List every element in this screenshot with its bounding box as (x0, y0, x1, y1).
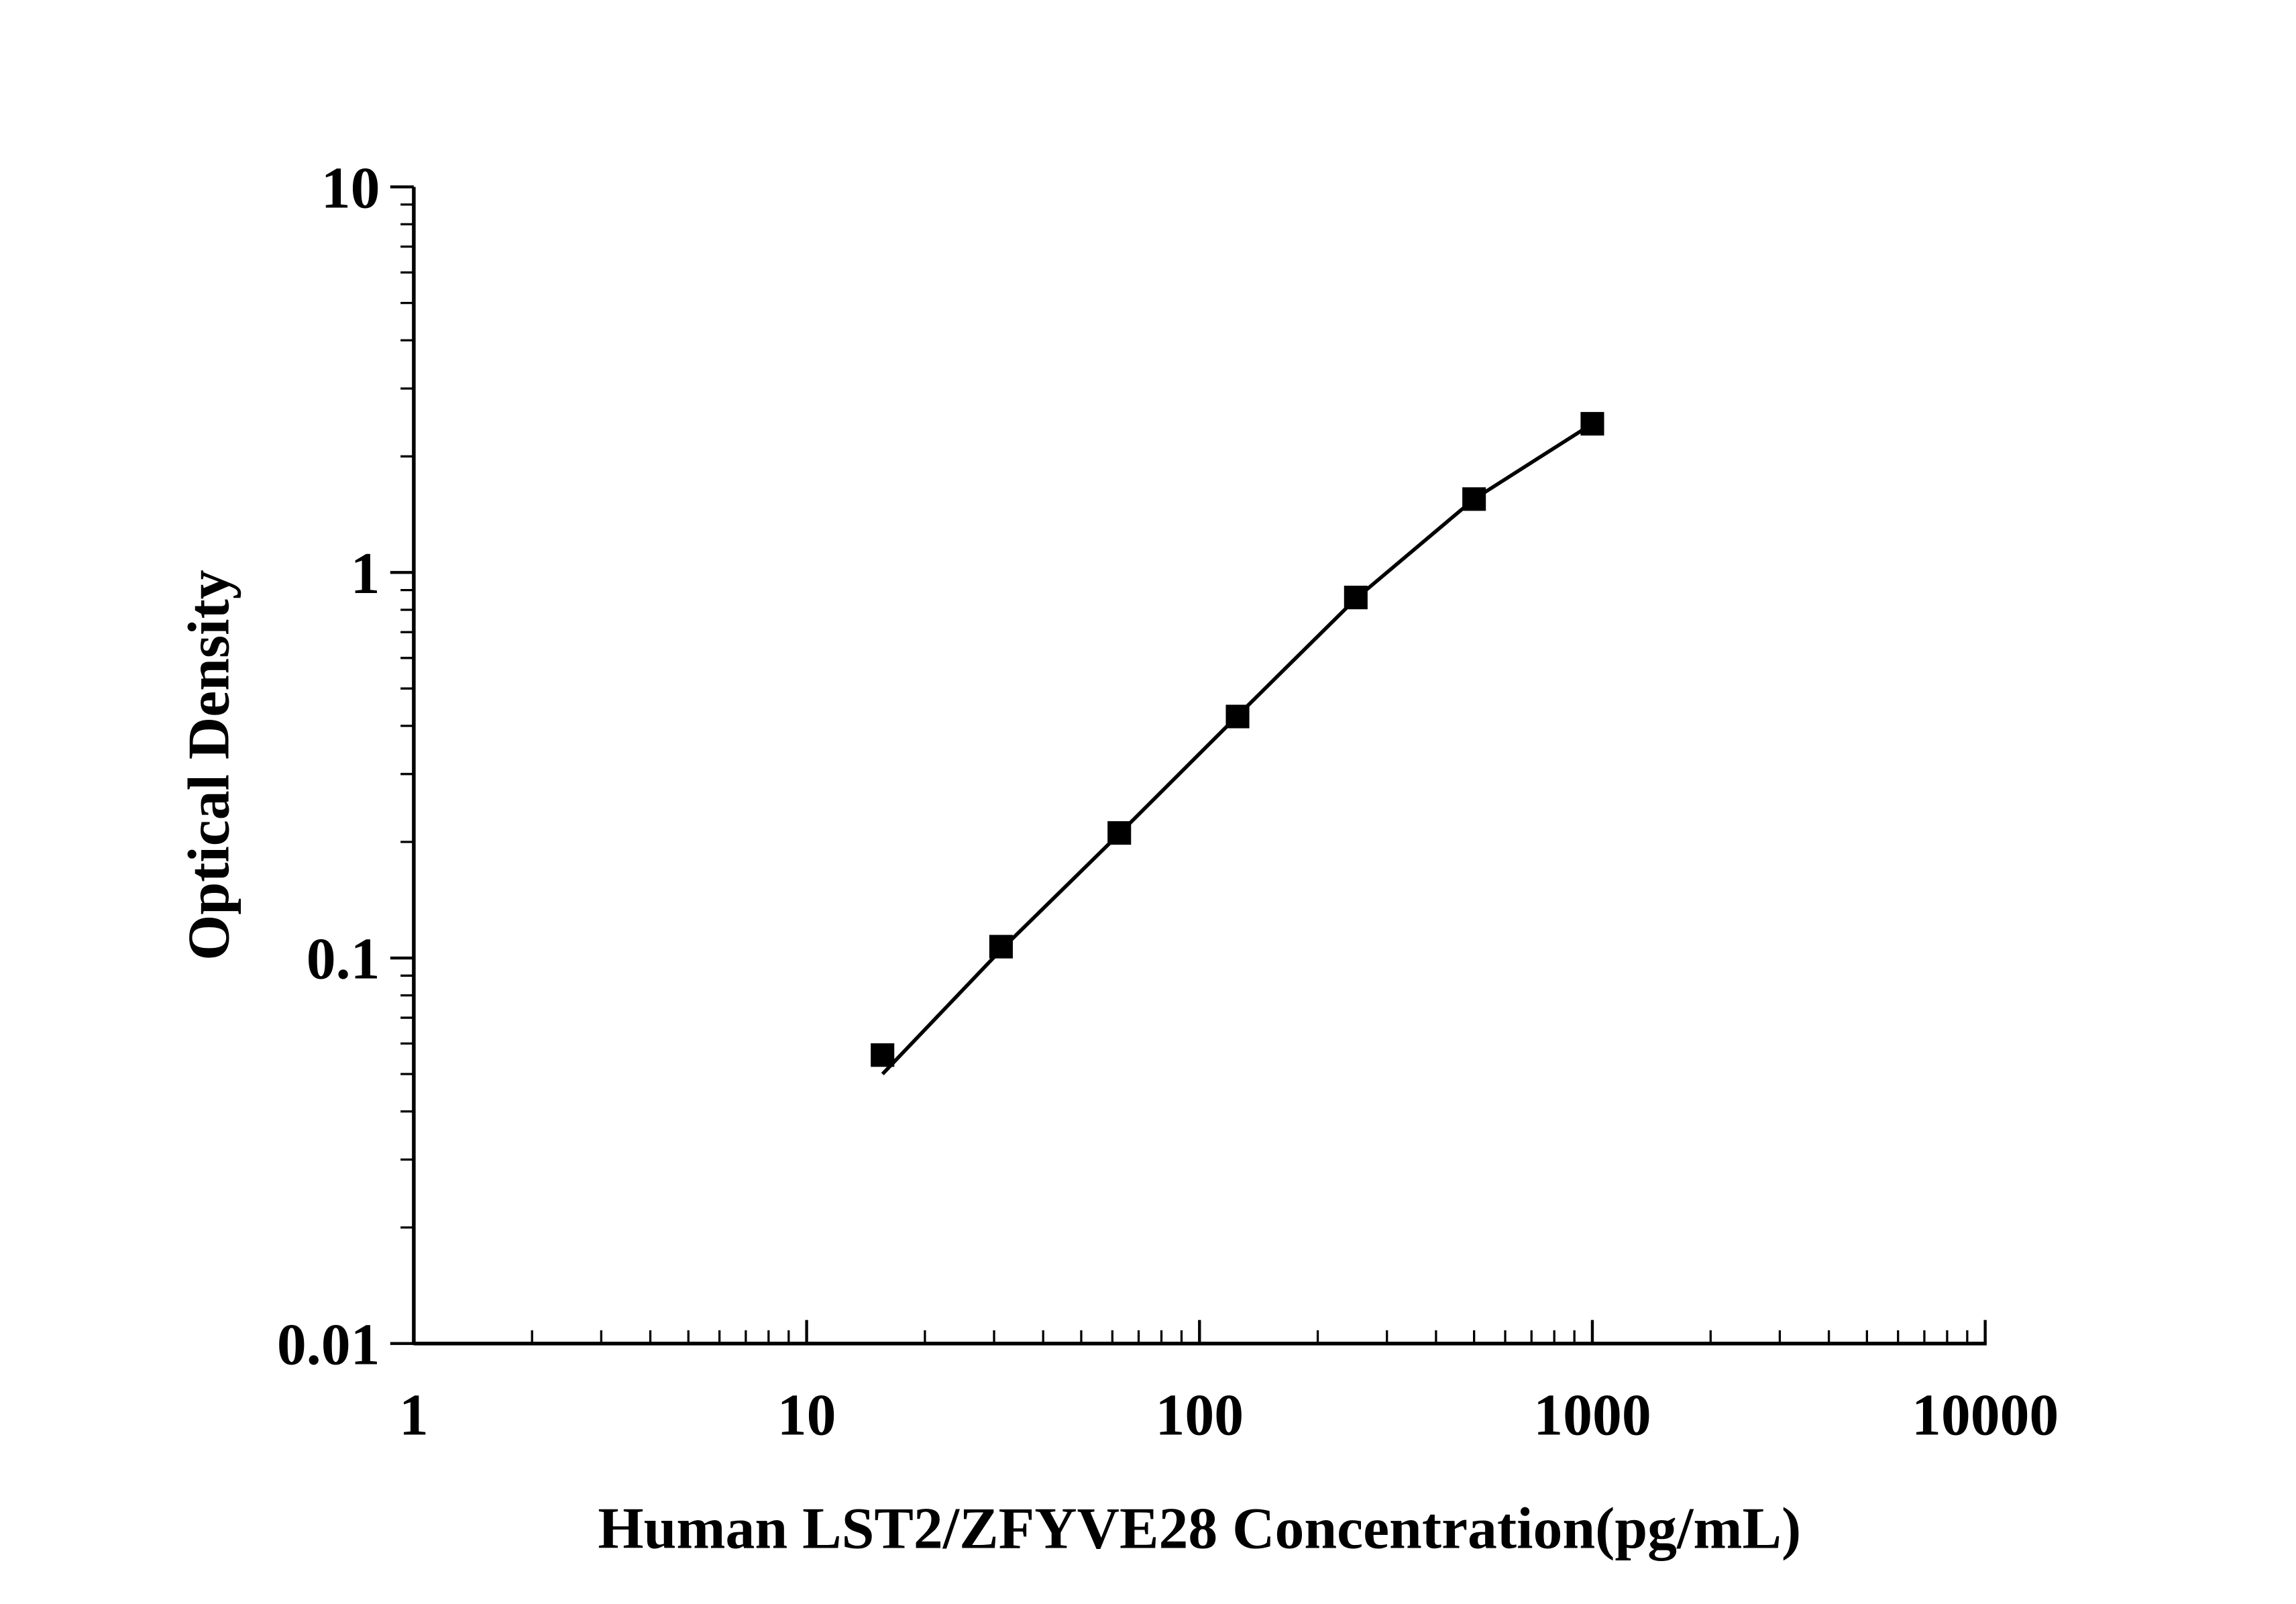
marks (871, 412, 1604, 1075)
y-tick-label: 10 (321, 155, 380, 220)
axes (412, 186, 1987, 1346)
x-tick-label: 1000 (1533, 1383, 1651, 1448)
fit-curve-line (881, 422, 1594, 1075)
y-axis-title: Optical Density (176, 570, 241, 961)
x-tick-label: 10000 (1912, 1383, 2059, 1448)
y-tick-label: 0.1 (307, 926, 380, 992)
x-tick-label: 100 (1155, 1383, 1244, 1448)
data-point (871, 1043, 895, 1067)
ticks: 1 10 100 1000 10000 0.01 0.1 1 10 (277, 155, 2059, 1447)
data-point (1225, 704, 1250, 729)
data-point (1344, 586, 1368, 610)
data-point (1107, 821, 1132, 845)
y-tick-label: 1 (351, 541, 380, 606)
data-point (1462, 487, 1486, 511)
x-tick-label: 10 (777, 1383, 836, 1448)
x-tick-label: 1 (399, 1383, 429, 1448)
data-point (989, 934, 1013, 959)
x-axis-title: Human LST2/ZFYVE28 Concentration(pg/mL) (598, 1496, 1801, 1561)
y-tick-label: 0.01 (277, 1312, 380, 1377)
data-point (1580, 412, 1604, 436)
